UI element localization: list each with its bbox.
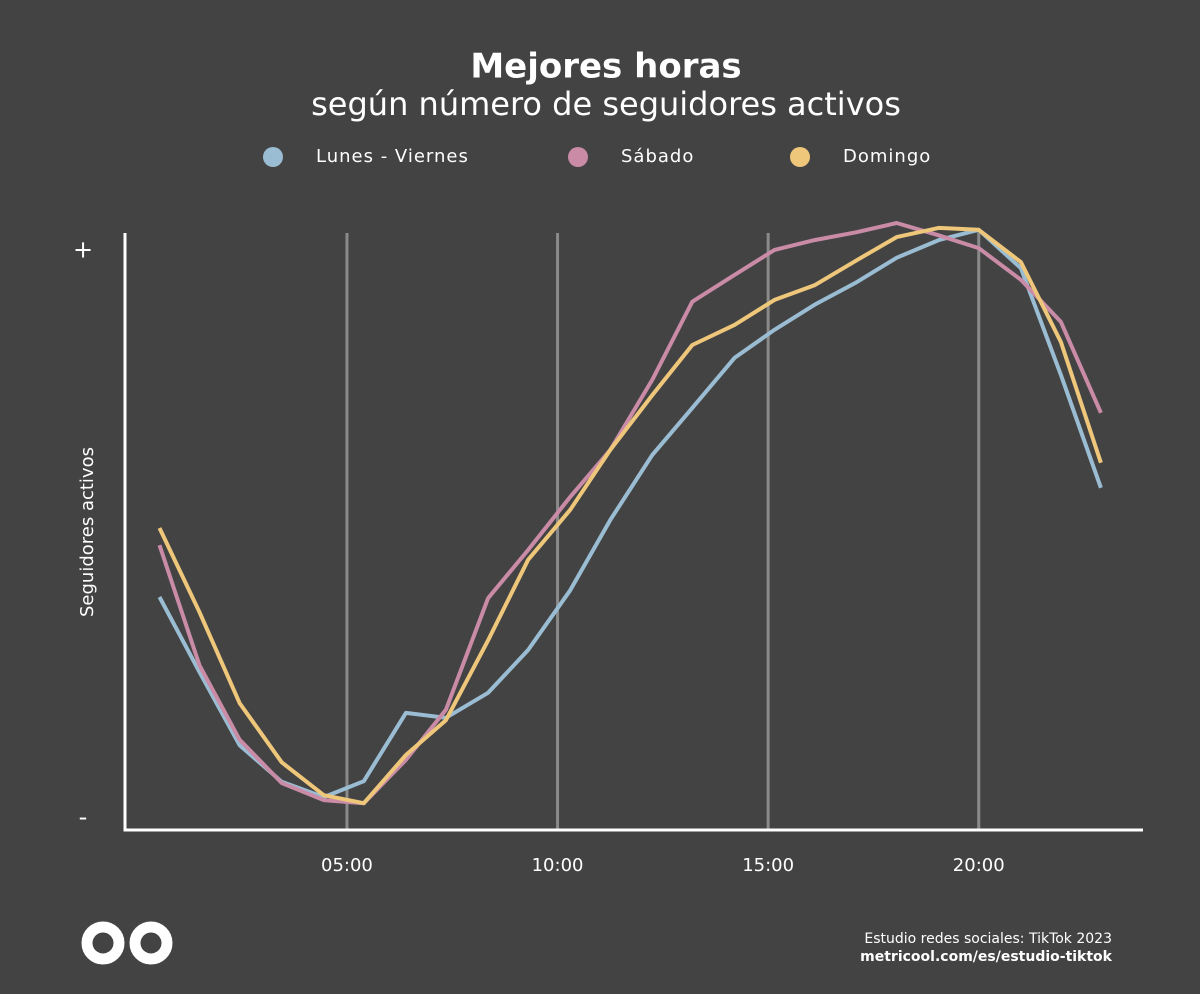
legend-marker xyxy=(568,147,588,167)
y-tick-label: - xyxy=(79,803,88,831)
x-tick-label: 05:00 xyxy=(321,855,373,876)
legend-marker xyxy=(263,147,283,167)
legend-label: Domingo xyxy=(843,146,931,167)
series-line xyxy=(157,225,1103,806)
series-line xyxy=(157,221,1103,806)
x-tick-label: 10:00 xyxy=(532,855,584,876)
source-url: metricool.com/es/estudio-tiktok xyxy=(860,949,1113,965)
x-tick-label: 20:00 xyxy=(953,855,1005,876)
chart-subtitle: según número de seguidores activos xyxy=(311,85,901,123)
chart-title: Mejores horas xyxy=(470,47,741,87)
x-tick-label: 15:00 xyxy=(742,855,794,876)
legend-marker xyxy=(790,147,810,167)
series-line xyxy=(157,227,1103,800)
legend-label: Sábado xyxy=(621,146,694,167)
y-axis-label: Seguidores activos xyxy=(77,447,98,617)
y-tick-label: + xyxy=(73,236,93,264)
source: Estudio redes sociales: TikTok 2023 xyxy=(864,931,1112,947)
logo xyxy=(81,921,173,965)
legend-label: Lunes - Viernes xyxy=(316,146,469,167)
